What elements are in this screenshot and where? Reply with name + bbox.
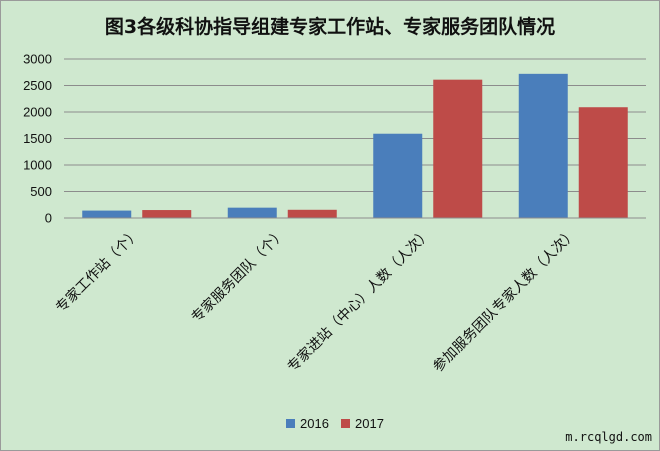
- watermark: m.rcqlgd.com: [565, 430, 652, 444]
- bar-2017-0: [142, 210, 192, 218]
- y-axis-ticks: 0 500 1000 1500 2000 2500 3000: [23, 52, 52, 226]
- y-tick-label: 1000: [23, 158, 52, 173]
- bar-2016-3: [518, 73, 568, 218]
- bar-2017-2: [433, 79, 483, 218]
- legend-label-2016: 2016: [300, 416, 329, 431]
- y-tick-label: 2000: [23, 105, 52, 120]
- bar-2016-2: [373, 133, 423, 218]
- bar-2016-0: [82, 210, 132, 218]
- bars: [82, 73, 628, 218]
- legend-swatch-2016: [286, 419, 295, 428]
- legend-label-2017: 2017: [355, 416, 384, 431]
- chart-title: 图3各级科协指导组建专家工作站、专家服务团队情况: [105, 15, 555, 38]
- y-tick-label: 0: [45, 211, 52, 226]
- legend: 2016 2017: [286, 416, 384, 431]
- bar-2017-3: [578, 107, 628, 218]
- bar-2016-1: [227, 207, 277, 218]
- legend-swatch-2017: [341, 419, 350, 428]
- y-tick-label: 500: [30, 184, 52, 199]
- bar-2017-1: [287, 209, 337, 218]
- y-tick-label: 1500: [23, 131, 52, 146]
- y-tick-label: 2500: [23, 78, 52, 93]
- y-tick-label: 3000: [23, 52, 52, 67]
